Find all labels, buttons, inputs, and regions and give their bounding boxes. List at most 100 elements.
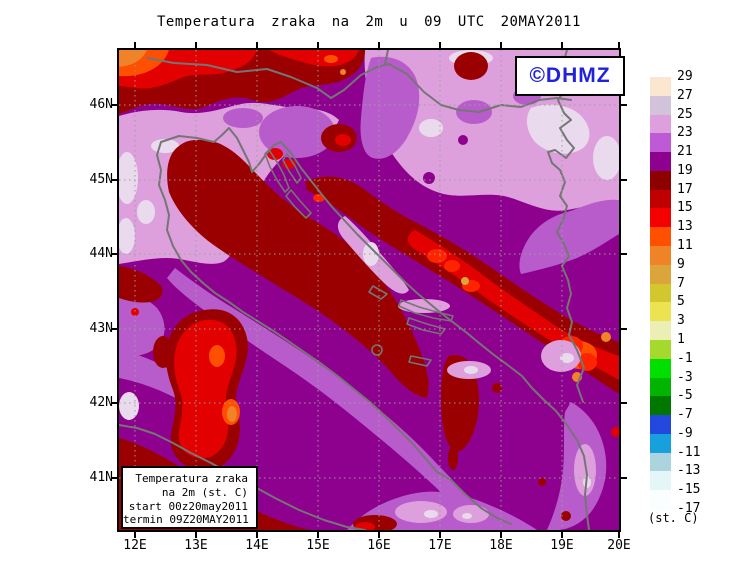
colorbar-swatch <box>650 264 671 285</box>
axis-tick <box>111 477 117 479</box>
axis-tick <box>134 532 136 538</box>
colorbar-tick-label: -1 <box>677 350 693 366</box>
colorbar-tick-label: -3 <box>677 369 693 385</box>
axis-tick <box>561 532 563 538</box>
colorbar-tick-label: 13 <box>677 219 693 235</box>
colorbar-tick-label: 29 <box>677 69 693 84</box>
colorbar-swatch <box>650 170 671 191</box>
region-fills <box>119 50 619 530</box>
y-axis-label: 45N <box>89 172 113 187</box>
colorbar-swatch <box>650 283 671 303</box>
x-axis-label: 13E <box>184 538 208 553</box>
axis-tick <box>111 402 117 404</box>
graticule <box>119 50 619 530</box>
info-line: start 00z20may2011 <box>128 499 248 513</box>
axis-tick <box>439 532 441 538</box>
axis-tick <box>195 532 197 538</box>
axis-tick <box>561 42 563 48</box>
x-axis-label: 20E <box>607 538 631 553</box>
colorbar-tick-label: -5 <box>677 388 693 404</box>
axis-tick <box>111 104 117 106</box>
colorbar-tick-label: 19 <box>677 162 693 178</box>
y-axis-label: 43N <box>89 321 113 336</box>
colorbar-tick-label: 23 <box>677 125 693 141</box>
colorbar-swatch <box>650 227 671 247</box>
colorbar-tick-label: 1 <box>677 331 685 347</box>
colorbar-swatch <box>650 433 671 454</box>
colorbar-tick-label: 11 <box>677 238 693 254</box>
colorbar-tick-label: -9 <box>677 425 693 441</box>
colorbar-swatch <box>650 377 671 397</box>
colorbar-swatches <box>650 77 671 510</box>
colorbar-swatch <box>650 208 671 228</box>
x-axis-label: 14E <box>245 538 269 553</box>
colorbar-tick-label: 17 <box>677 181 693 197</box>
colorbar-tick-label: -11 <box>677 444 701 460</box>
y-axis-label: 46N <box>89 97 113 112</box>
axis-tick <box>111 179 117 181</box>
colorbar-tick-label: 3 <box>677 313 685 329</box>
colorbar-swatch <box>650 339 671 360</box>
colorbar-swatch <box>650 95 671 116</box>
y-axis-label: 44N <box>89 246 113 261</box>
axis-tick <box>134 42 136 48</box>
colorbar-swatch <box>650 396 671 416</box>
colorbar-swatch <box>650 471 671 491</box>
colorbar-swatch <box>650 415 671 435</box>
colorbar-tick-label: 5 <box>677 294 685 310</box>
colorbar-swatch <box>650 152 671 172</box>
axis-tick <box>439 42 441 48</box>
colorbar-tick-label: 25 <box>677 106 693 122</box>
colorbar-tick-label: 21 <box>677 144 693 160</box>
axis-tick <box>621 328 627 330</box>
colorbar-swatch <box>650 321 671 341</box>
dhmz-logo-text: ©DHMZ <box>529 64 611 87</box>
dhmz-logo-box: ©DHMZ <box>515 56 625 96</box>
y-axis-label: 42N <box>89 395 113 410</box>
axis-tick <box>111 328 117 330</box>
axis-tick <box>195 42 197 48</box>
x-axis-label: 19E <box>550 538 574 553</box>
x-axis-label: 17E <box>428 538 452 553</box>
colorbar-tick-label: -7 <box>677 407 693 423</box>
axis-tick <box>500 42 502 48</box>
colorbar-swatch <box>650 189 671 209</box>
axis-tick <box>317 532 319 538</box>
x-axis-label: 16E <box>367 538 391 553</box>
x-axis-label: 18E <box>489 538 513 553</box>
colorbar-swatch <box>650 490 671 510</box>
colorbar-swatch <box>650 246 671 266</box>
x-axis-label: 12E <box>123 538 147 553</box>
colorbar-tick-label: 9 <box>677 256 685 272</box>
colorbar-tick-label: -17 <box>677 500 701 516</box>
info-box: Temperatura zraka na 2m (st. C) start 00z2… <box>121 466 258 529</box>
colorbar-tick-label: 15 <box>677 200 693 216</box>
axis-tick <box>618 42 620 48</box>
info-line: na 2m (st. C) <box>161 485 248 499</box>
axis-tick <box>256 532 258 538</box>
coastlines-borders <box>119 50 590 530</box>
colorbar-swatch <box>650 452 671 472</box>
y-axis-label: 41N <box>89 470 113 485</box>
axis-tick <box>317 42 319 48</box>
axis-tick <box>618 532 620 538</box>
colorbar-swatch <box>650 358 671 379</box>
x-axis-label: 15E <box>306 538 330 553</box>
map-plot-frame <box>117 48 621 532</box>
axis-tick <box>621 179 627 181</box>
axis-tick <box>621 477 627 479</box>
info-line: termin 09Z20MAY2011 <box>123 513 249 527</box>
axis-tick <box>621 253 627 255</box>
axis-tick <box>621 402 627 404</box>
temperature-field-map <box>119 50 619 530</box>
axis-tick <box>621 104 627 106</box>
colorbar-swatch <box>650 114 671 134</box>
colorbar-tick-label: 7 <box>677 275 685 291</box>
colorbar-tick-label: -13 <box>677 463 701 479</box>
colorbar-tick-label: 27 <box>677 87 693 103</box>
axis-tick <box>500 532 502 538</box>
colorbar-swatch <box>650 133 671 153</box>
colorbar-swatch <box>650 77 671 97</box>
colorbar-tick-label: -15 <box>677 482 701 498</box>
